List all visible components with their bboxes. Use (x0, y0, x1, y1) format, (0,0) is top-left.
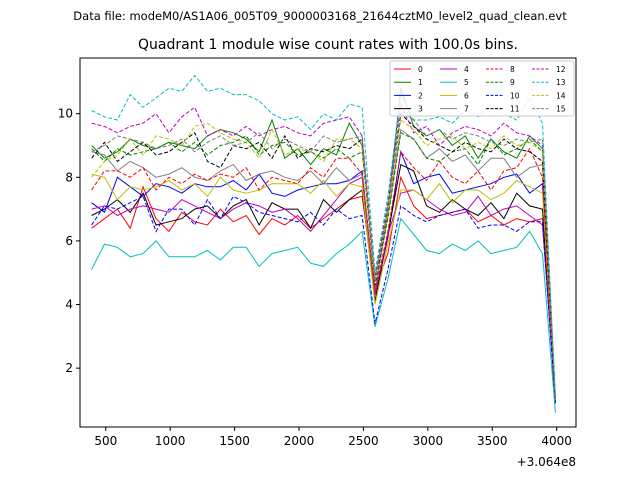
x-tick-label: 500 (94, 434, 117, 448)
legend-frame (389, 60, 575, 117)
legend-label-2: 2 (418, 91, 423, 100)
y-tick-label: 4 (65, 298, 73, 312)
suptitle: Data file: modeM0/AS1A06_005T09_90000031… (73, 9, 567, 23)
legend-label-13: 13 (556, 78, 566, 87)
x-tick-label: 3500 (477, 434, 508, 448)
series-line-9 (91, 132, 556, 401)
axes-layer: 500 1000 1500 2000 2500 3000 3500 4000 2 4 6 8 10 (58, 107, 572, 448)
series-line-12 (91, 102, 556, 401)
legend-label-9: 9 (510, 78, 515, 87)
legend-label-10: 10 (510, 91, 520, 100)
series-line-7 (91, 128, 556, 401)
series-line-14 (91, 119, 556, 401)
series-line-5 (91, 217, 556, 413)
x-tick-label: 1000 (155, 434, 186, 448)
chart-title: Quadrant 1 module wise count rates with … (138, 37, 518, 53)
x-tick-label: 2500 (348, 434, 379, 448)
x-tick-label: 2000 (284, 434, 315, 448)
x-tick-label: 3000 (413, 434, 444, 448)
series-line-8 (91, 147, 556, 401)
series-line-3 (91, 163, 556, 404)
series-line-0 (91, 175, 556, 401)
x-tick-label: 1500 (219, 434, 250, 448)
legend-label-8: 8 (510, 65, 515, 74)
legend-label-5: 5 (464, 78, 469, 87)
legend-label-0: 0 (418, 65, 423, 74)
series-line-15 (91, 109, 556, 401)
x-tick-label: 4000 (541, 434, 572, 448)
series-line-11 (91, 112, 556, 401)
legend-label-3: 3 (418, 105, 423, 114)
series-layer (91, 74, 556, 413)
legend-label-1: 1 (418, 78, 423, 87)
plot-frame (79, 57, 577, 428)
legend-label-11: 11 (510, 105, 520, 114)
legend-label-14: 14 (556, 91, 566, 100)
y-tick-label: 6 (65, 234, 73, 248)
series-line-4 (91, 176, 556, 401)
y-tick-label: 10 (58, 107, 73, 121)
legend-label-7: 7 (464, 105, 469, 114)
x-offset-label: +3.064e8 (517, 455, 576, 469)
y-tick-label: 8 (65, 170, 73, 184)
legend-label-6: 6 (464, 91, 469, 100)
y-tick-label: 2 (65, 361, 73, 375)
legend-label-15: 15 (556, 105, 566, 114)
legend-label-12: 12 (556, 65, 566, 74)
series-line-6 (91, 173, 556, 401)
series-line-10 (91, 195, 556, 404)
legend-label-4: 4 (464, 65, 469, 74)
series-line-13 (91, 74, 556, 397)
